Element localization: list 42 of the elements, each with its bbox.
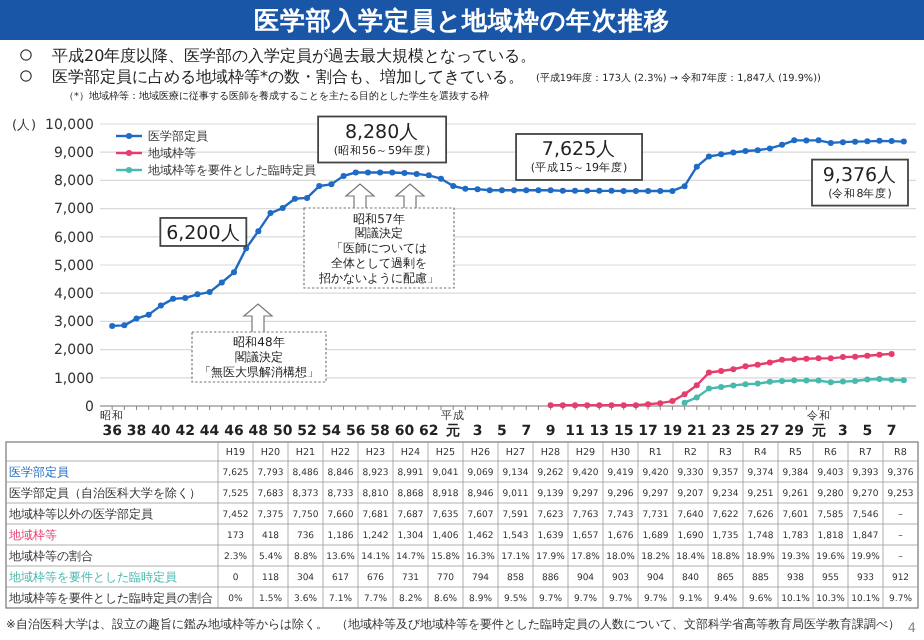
line-series [681,376,907,406]
point [852,353,859,360]
point [888,350,895,357]
point [827,355,834,362]
point [754,380,761,387]
point [657,400,664,407]
point [815,377,822,384]
point [730,366,737,373]
point [827,379,834,386]
point [669,398,676,405]
annotation: 8,280人 [344,121,420,144]
point [864,352,871,359]
point [864,376,871,383]
point [839,378,846,385]
point [815,355,822,362]
point [693,382,700,389]
point [730,382,737,389]
point [693,394,700,401]
point [742,363,749,370]
point [791,356,798,363]
point [705,369,712,376]
point [754,361,761,368]
annotation: 9,376人 [822,164,898,187]
annotation: 6,200人 [166,222,241,245]
point [681,399,688,406]
point [876,376,883,383]
point [766,359,773,366]
point [791,377,798,384]
point [876,351,883,358]
text: 医学部定員に占める地域枠等*の数・割合も、増加してきている。 [52,68,524,86]
point [681,391,688,398]
point [888,376,895,383]
chart-title: 医学部入学定員と地域枠の年次推移 [254,5,670,35]
point [742,381,749,388]
annotation: 7,625人 [541,138,617,161]
point [766,378,773,385]
chart-subtitle: 平成20年度以降、医学部の入学定員が過去最大規模となっている。 [52,47,537,65]
point [803,377,810,384]
point [900,377,907,384]
point [803,355,810,362]
point [779,356,786,363]
point [705,385,712,392]
